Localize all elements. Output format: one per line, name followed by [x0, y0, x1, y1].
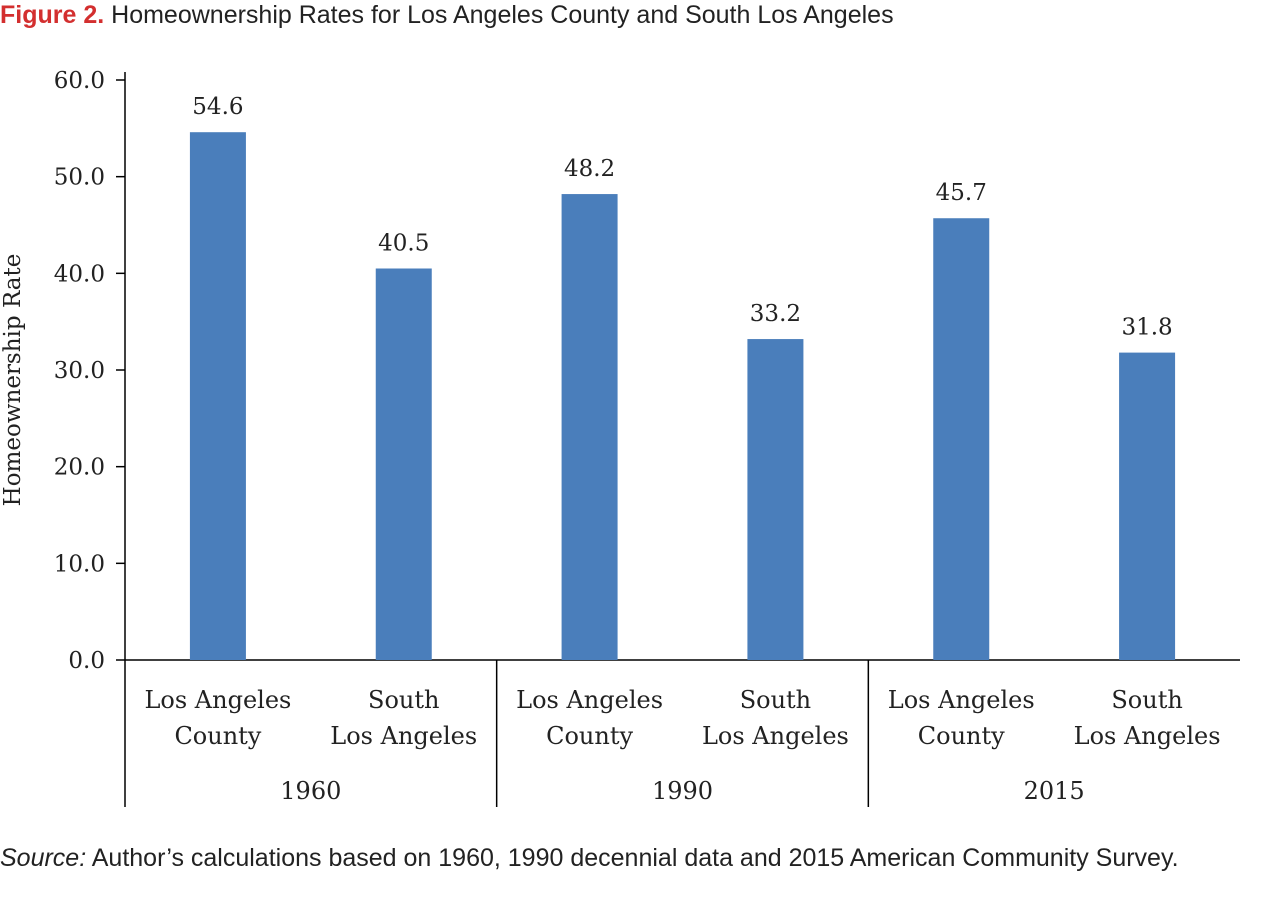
group-label: 1990 [652, 777, 713, 805]
y-tick-label: 50.0 [54, 165, 105, 191]
category-label: South [368, 686, 439, 714]
data-label: 48.2 [564, 156, 615, 182]
data-label: 33.2 [750, 301, 801, 327]
bar [561, 194, 618, 661]
category-label: South [740, 686, 811, 714]
y-axis-label: Homeownership Rate [0, 254, 26, 507]
source-text: Author’s calculations based on 1960, 199… [91, 844, 1179, 872]
category-label: Los Angeles [888, 686, 1035, 714]
category-label: Los Angeles [702, 722, 849, 750]
data-label: 40.5 [378, 231, 429, 257]
figure-number: Figure 2. [0, 1, 105, 29]
bar [1119, 352, 1176, 660]
y-tick-label: 10.0 [54, 551, 105, 577]
data-label: 31.8 [1121, 315, 1172, 341]
category-label: County [918, 722, 1005, 750]
category-label: Los Angeles [516, 686, 663, 714]
source-note: Source: Author’s calculations based on 1… [0, 840, 1280, 876]
group-label: 1960 [280, 777, 341, 805]
source-label: Source: [0, 844, 87, 872]
category-label: Los Angeles [144, 686, 291, 714]
y-tick-label: 30.0 [54, 358, 105, 384]
bar [933, 218, 990, 660]
y-tick-label: 20.0 [54, 455, 105, 481]
y-tick-label: 40.0 [54, 261, 105, 287]
category-label: South [1111, 686, 1182, 714]
category-label: Los Angeles [1074, 722, 1221, 750]
bar [747, 339, 804, 660]
data-label: 45.7 [936, 180, 987, 206]
category-label: County [546, 722, 633, 750]
category-label: Los Angeles [330, 722, 477, 750]
data-label: 54.6 [192, 94, 243, 120]
category-label: County [174, 722, 261, 750]
group-label: 2015 [1024, 777, 1085, 805]
figure-title: Figure 2. Homeownership Rates for Los An… [0, 0, 1280, 30]
bar [375, 268, 432, 660]
bar-chart: 0.0 10.0 20.0 30.0 40.0 50.0 60.0 Homeownership… [0, 68, 1240, 807]
y-tick-label: 60.0 [54, 68, 105, 94]
figure-title-text: Homeownership Rates for Los Angeles Coun… [111, 1, 894, 29]
bar [189, 132, 246, 660]
y-tick-label: 0.0 [68, 648, 105, 674]
